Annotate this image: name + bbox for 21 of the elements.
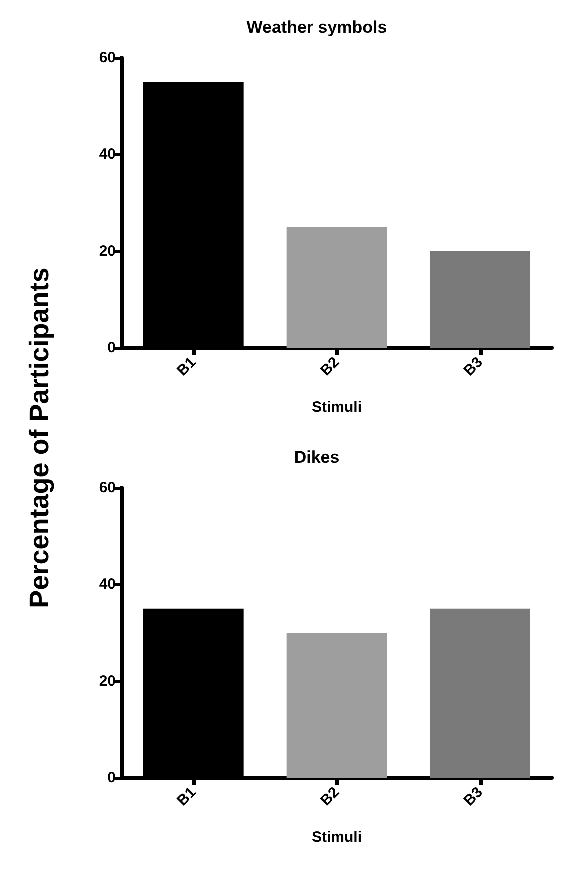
y-tick-label: 0 [108, 770, 116, 786]
x-tick-label: B3 [460, 354, 486, 380]
y-tick-label: 60 [99, 50, 116, 66]
x-tick-label: B2 [317, 784, 344, 810]
y-tick-label: 40 [99, 576, 116, 594]
x-axis-title: Stimuli [312, 829, 362, 846]
chart-title: Weather symbols [246, 18, 388, 37]
y-tick-label: 0 [108, 340, 116, 356]
y-tick-label: 20 [99, 672, 116, 690]
chart-title: Dikes [294, 448, 340, 467]
bar [430, 251, 530, 348]
y-tick-label: 20 [99, 242, 116, 260]
x-axis-title: Stimuli [312, 399, 362, 416]
y-tick-label: 40 [99, 146, 116, 164]
x-tick-label: B3 [460, 784, 486, 810]
x-tick-label: B2 [317, 354, 344, 380]
x-tick-label: B1 [174, 784, 200, 810]
y-axis-title: Percentage of Participants [24, 268, 56, 608]
bar [286, 227, 388, 348]
y-tick-label: 60 [99, 480, 116, 496]
x-tick-label: B1 [174, 354, 200, 380]
